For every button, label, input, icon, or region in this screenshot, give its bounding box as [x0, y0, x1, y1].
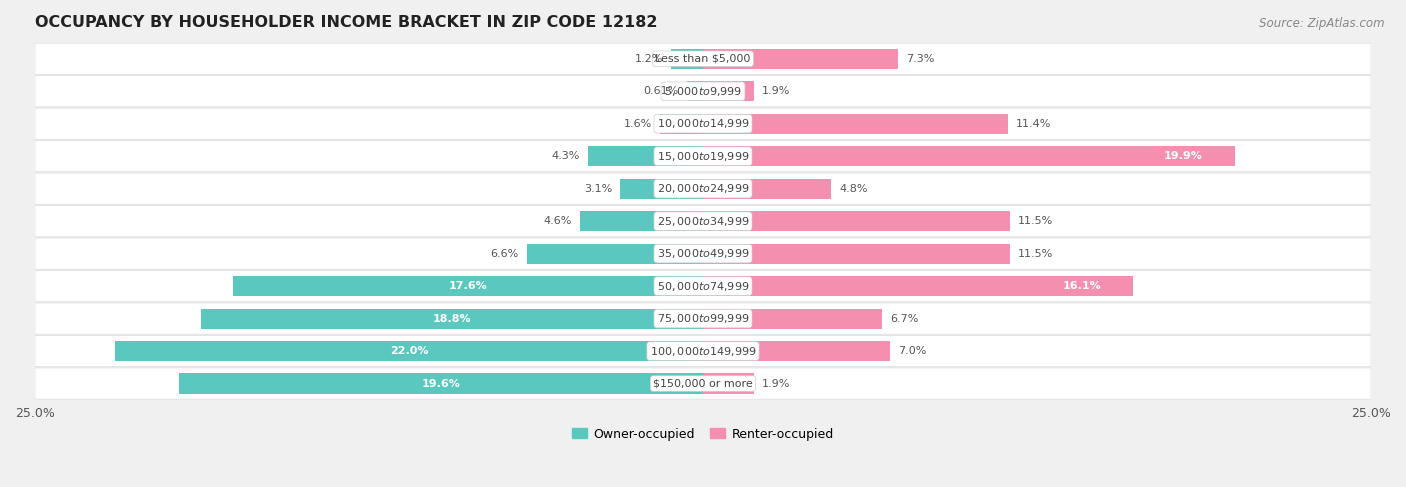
Text: $25,000 to $34,999: $25,000 to $34,999	[657, 215, 749, 227]
Text: 7.3%: 7.3%	[905, 54, 935, 64]
Bar	[620, 179, 703, 199]
FancyBboxPatch shape	[35, 270, 1371, 301]
FancyBboxPatch shape	[35, 75, 1371, 107]
FancyBboxPatch shape	[35, 141, 1371, 172]
FancyBboxPatch shape	[35, 303, 1371, 334]
Bar	[703, 81, 754, 101]
Text: 19.6%: 19.6%	[422, 378, 461, 389]
Text: 4.8%: 4.8%	[839, 184, 868, 194]
FancyBboxPatch shape	[35, 43, 1371, 75]
Text: $5,000 to $9,999: $5,000 to $9,999	[664, 85, 742, 98]
FancyBboxPatch shape	[35, 206, 1371, 237]
Text: 6.7%: 6.7%	[890, 314, 918, 323]
Bar	[703, 113, 1008, 134]
Text: $15,000 to $19,999: $15,000 to $19,999	[657, 150, 749, 163]
Text: $35,000 to $49,999: $35,000 to $49,999	[657, 247, 749, 260]
Bar	[703, 374, 754, 393]
Text: $50,000 to $74,999: $50,000 to $74,999	[657, 280, 749, 293]
Bar	[588, 146, 703, 166]
Bar	[703, 179, 831, 199]
Bar	[703, 211, 1011, 231]
Bar	[527, 244, 703, 263]
Bar	[703, 341, 890, 361]
Bar	[686, 81, 703, 101]
Bar	[703, 244, 1011, 263]
FancyBboxPatch shape	[35, 368, 1371, 399]
Text: $150,000 or more: $150,000 or more	[654, 378, 752, 389]
Bar	[581, 211, 703, 231]
Legend: Owner-occupied, Renter-occupied: Owner-occupied, Renter-occupied	[568, 423, 838, 446]
Text: Less than $5,000: Less than $5,000	[655, 54, 751, 64]
Text: Source: ZipAtlas.com: Source: ZipAtlas.com	[1260, 17, 1385, 30]
Text: 11.4%: 11.4%	[1015, 119, 1052, 129]
FancyBboxPatch shape	[35, 108, 1371, 139]
Bar	[671, 49, 703, 69]
Bar	[703, 308, 882, 329]
Text: 4.3%: 4.3%	[551, 151, 581, 161]
Text: 1.6%: 1.6%	[624, 119, 652, 129]
Bar	[703, 146, 1234, 166]
Text: 7.0%: 7.0%	[898, 346, 927, 356]
Text: 18.8%: 18.8%	[433, 314, 471, 323]
Text: $20,000 to $24,999: $20,000 to $24,999	[657, 182, 749, 195]
Bar	[703, 276, 1133, 296]
FancyBboxPatch shape	[35, 336, 1371, 367]
Text: 19.9%: 19.9%	[1164, 151, 1202, 161]
Text: 1.2%: 1.2%	[634, 54, 662, 64]
Text: 6.6%: 6.6%	[491, 249, 519, 259]
Text: 1.9%: 1.9%	[762, 86, 790, 96]
Text: 16.1%: 16.1%	[1063, 281, 1101, 291]
FancyBboxPatch shape	[35, 238, 1371, 269]
FancyBboxPatch shape	[35, 173, 1371, 204]
Text: 0.61%: 0.61%	[644, 86, 679, 96]
Text: 22.0%: 22.0%	[389, 346, 429, 356]
Bar	[201, 308, 703, 329]
Text: OCCUPANCY BY HOUSEHOLDER INCOME BRACKET IN ZIP CODE 12182: OCCUPANCY BY HOUSEHOLDER INCOME BRACKET …	[35, 15, 658, 30]
Text: 4.6%: 4.6%	[544, 216, 572, 226]
Bar	[661, 113, 703, 134]
Text: 3.1%: 3.1%	[583, 184, 612, 194]
Text: 17.6%: 17.6%	[449, 281, 488, 291]
Bar	[703, 49, 898, 69]
Text: $75,000 to $99,999: $75,000 to $99,999	[657, 312, 749, 325]
Text: 11.5%: 11.5%	[1018, 249, 1053, 259]
Text: 11.5%: 11.5%	[1018, 216, 1053, 226]
Bar	[179, 374, 703, 393]
Bar	[115, 341, 703, 361]
Bar	[232, 276, 703, 296]
Text: 1.9%: 1.9%	[762, 378, 790, 389]
Text: $10,000 to $14,999: $10,000 to $14,999	[657, 117, 749, 130]
Text: $100,000 to $149,999: $100,000 to $149,999	[650, 345, 756, 357]
